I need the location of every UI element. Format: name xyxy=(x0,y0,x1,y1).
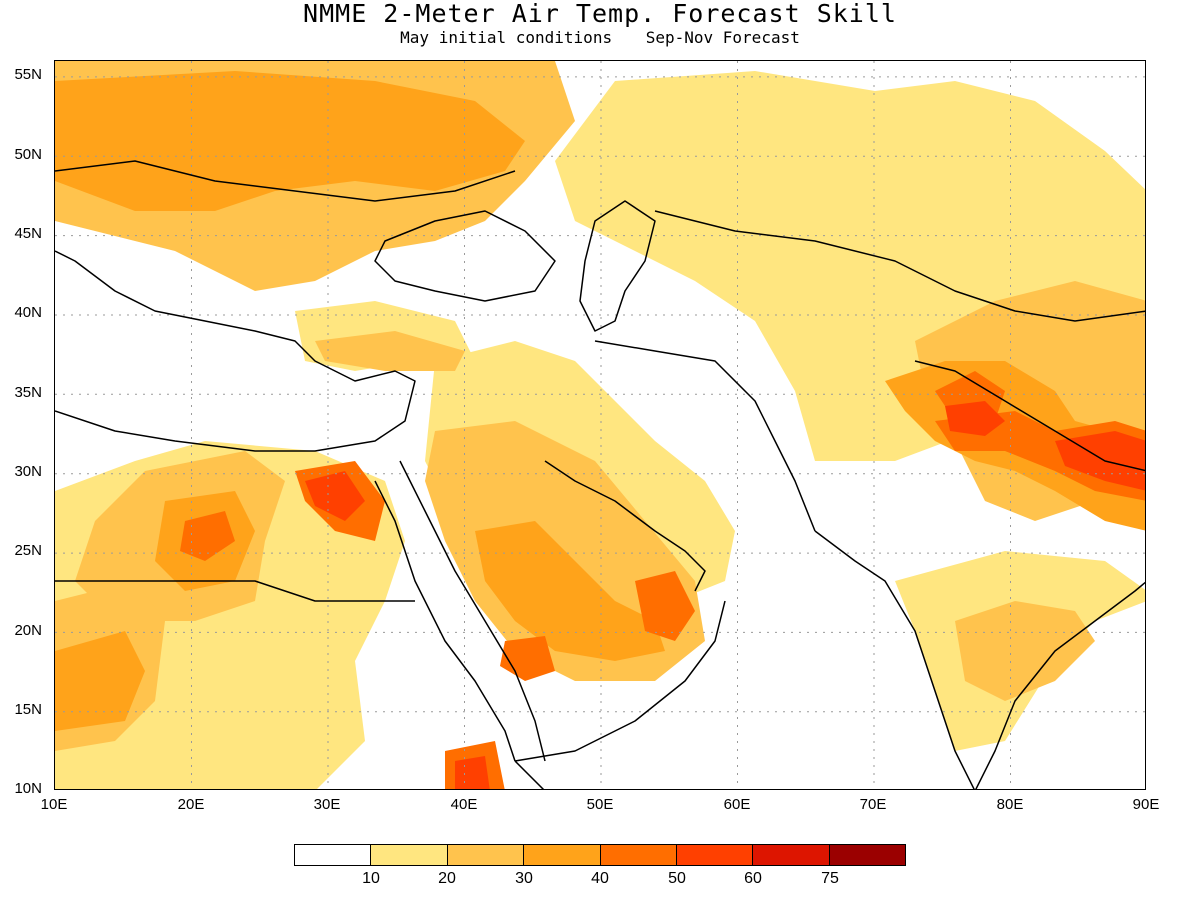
lat-label-30n: 30N xyxy=(14,463,42,480)
lon-label-20e: 20E xyxy=(177,796,205,813)
himalaya-border xyxy=(914,360,1145,472)
legend-swatch-3 xyxy=(524,845,601,865)
india-west-coast xyxy=(814,530,975,789)
arabia-south-coast xyxy=(514,600,726,762)
persian-gulf-coast xyxy=(544,460,706,592)
skill-map-canvas xyxy=(55,61,1145,789)
north-africa-border xyxy=(55,580,415,602)
legend-label-30: 30 xyxy=(515,870,533,887)
legend-label-40: 40 xyxy=(591,870,609,887)
legend-swatch-2 xyxy=(447,845,525,865)
lon-label-70e: 70E xyxy=(859,796,887,813)
legend-swatch-6 xyxy=(753,845,830,865)
map-subtitle: May initial conditions Sep-Nov Forecast xyxy=(0,28,1200,48)
lon-label-10e: 10E xyxy=(40,796,68,813)
lat-label-40n: 40N xyxy=(14,304,42,321)
horn-of-africa-coast xyxy=(514,760,545,789)
legend-label-75: 75 xyxy=(821,870,839,887)
legend-swatch-4 xyxy=(600,845,677,865)
legend-label-50: 50 xyxy=(668,870,686,887)
lat-label-25n: 25N xyxy=(14,542,42,559)
lon-label-50e: 50E xyxy=(586,796,614,813)
lon-label-60e: 60E xyxy=(723,796,751,813)
gridlines xyxy=(55,61,1145,789)
iran-border xyxy=(594,340,816,532)
skill-shading xyxy=(55,61,1145,789)
coastlines xyxy=(55,160,1145,789)
lat-label-10n: 10N xyxy=(14,780,42,797)
lat-label-15n: 15N xyxy=(14,701,42,718)
lat-label-55n: 55N xyxy=(14,66,42,83)
skill-band-30-40 xyxy=(55,71,1145,731)
color-legend xyxy=(294,844,906,866)
skill-band-50-60 xyxy=(305,401,1145,789)
legend-swatch-7 xyxy=(829,845,905,865)
lat-label-20n: 20N xyxy=(14,622,42,639)
skill-map xyxy=(54,60,1146,790)
legend-label-10: 10 xyxy=(362,870,380,887)
legend-label-60: 60 xyxy=(744,870,762,887)
subtitle-initial-conditions: May initial conditions xyxy=(400,28,613,47)
legend-swatch-5 xyxy=(676,845,754,865)
subtitle-forecast-period: Sep-Nov Forecast xyxy=(645,28,800,47)
lat-label-45n: 45N xyxy=(14,225,42,242)
lat-label-50n: 50N xyxy=(14,146,42,163)
lon-label-90e: 90E xyxy=(1132,796,1160,813)
lon-label-80e: 80E xyxy=(996,796,1024,813)
red-sea-east-coast xyxy=(399,460,546,762)
legend-swatch-1 xyxy=(371,845,448,865)
india-east-coast xyxy=(975,581,1145,789)
legend-swatch-0 xyxy=(295,845,372,865)
lon-label-30e: 30E xyxy=(313,796,341,813)
legend-label-20: 20 xyxy=(438,870,456,887)
lon-label-40e: 40E xyxy=(450,796,478,813)
map-title: NMME 2-Meter Air Temp. Forecast Skill xyxy=(303,0,897,28)
red-sea-coast xyxy=(374,480,516,762)
central-asia-border xyxy=(654,210,1145,322)
mediterranean-coast xyxy=(55,250,416,452)
lat-label-35n: 35N xyxy=(14,384,42,401)
europe-border xyxy=(55,160,516,202)
caspian-sea-coast xyxy=(579,200,656,332)
black-sea-coast xyxy=(374,210,556,302)
